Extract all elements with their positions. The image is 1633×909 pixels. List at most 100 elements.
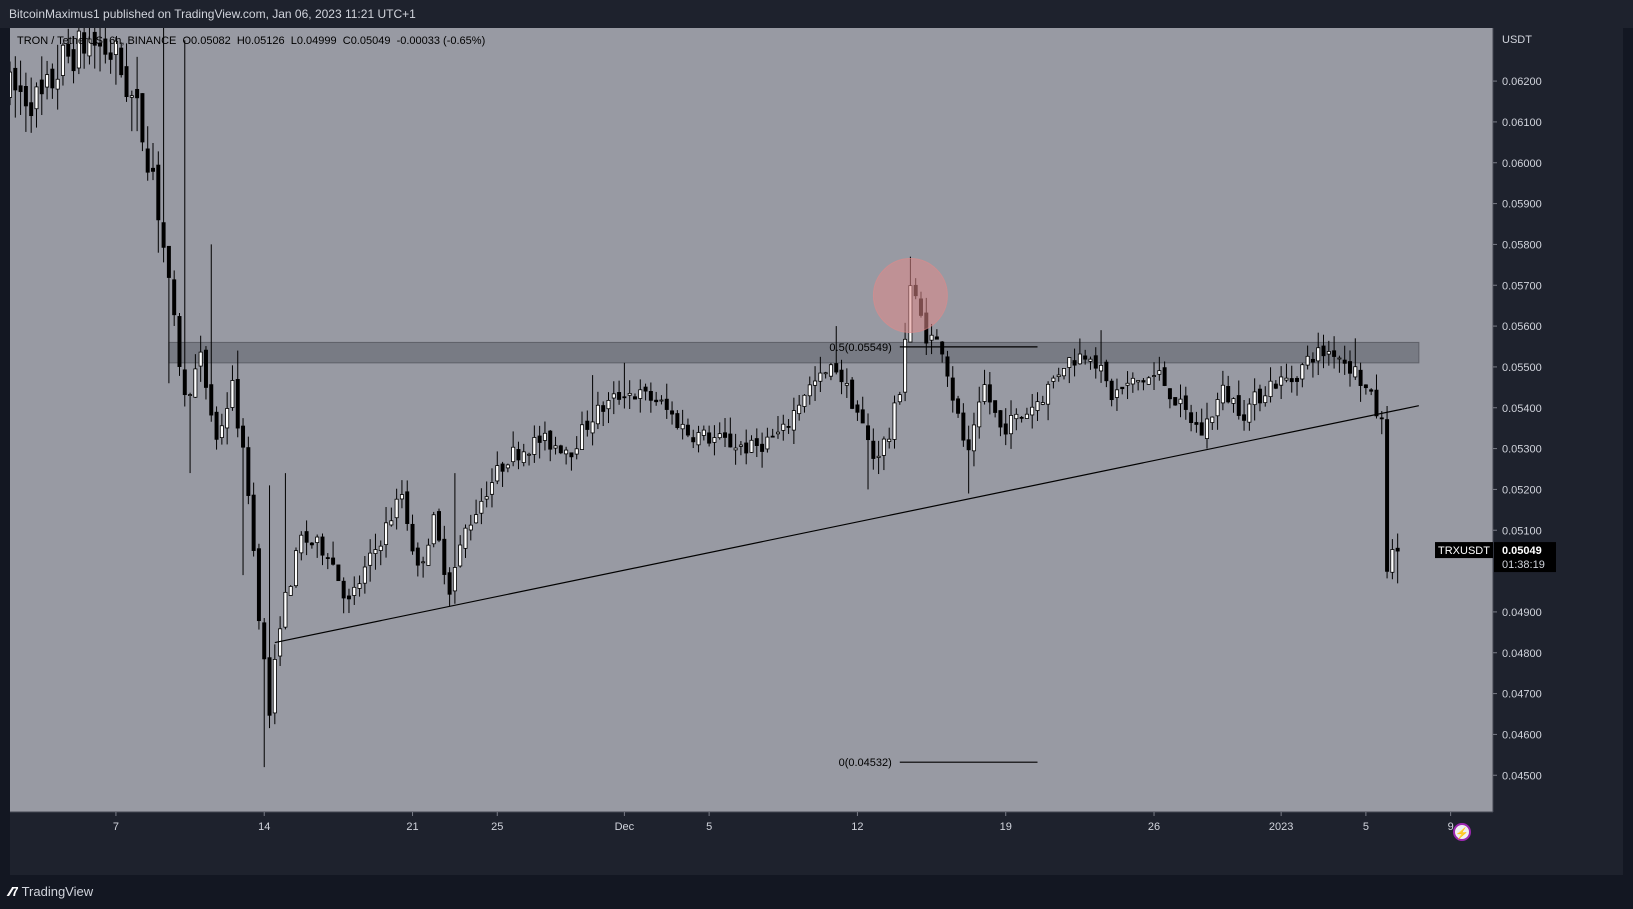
x-tick-label-4: Dec (615, 821, 635, 833)
candle-body-121 (648, 390, 653, 401)
footer-bar: ⁄⁄7 TradingView (0, 875, 1633, 909)
candle-body-251 (1337, 357, 1342, 360)
x-tick-label-10: 5 (1363, 821, 1369, 833)
candle-body-212 (1130, 377, 1135, 385)
candle-body-12 (71, 49, 76, 72)
candle-body-38 (209, 384, 214, 416)
candle-body-16 (92, 31, 97, 46)
candle-body-203 (1083, 355, 1088, 360)
candle-body-15 (87, 38, 92, 57)
candle-body-73 (394, 498, 399, 519)
candle-body-102 (548, 430, 553, 450)
candle-body-163 (871, 440, 876, 459)
candle-body-22 (124, 66, 129, 97)
candle-body-228 (1215, 399, 1220, 417)
candle-body-147 (786, 426, 791, 428)
candle-body-34 (188, 394, 193, 396)
symbol-label-bg (1435, 542, 1493, 559)
candle-body-48 (262, 622, 267, 660)
candle-body-219 (1167, 388, 1172, 400)
candle-body-50 (272, 659, 277, 714)
candle-body-208 (1109, 380, 1114, 401)
y-tick-label-9: 0.05300 (1502, 444, 1542, 456)
candle-body-42 (230, 380, 235, 408)
candle-body-130 (696, 432, 701, 446)
candle-body-207 (1104, 361, 1109, 382)
candle-body-144 (770, 435, 775, 438)
candle-body-217 (1157, 370, 1162, 375)
candle-body-187 (998, 410, 1003, 428)
y-tick-label-5: 0.05700 (1502, 280, 1542, 292)
candle-body-181 (966, 439, 971, 451)
candle-body-175 (934, 336, 939, 340)
candle-body-17 (98, 42, 103, 47)
candle-body-209 (1114, 389, 1119, 398)
candle-body-233 (1242, 414, 1247, 421)
candle-body-133 (712, 437, 717, 443)
highlight-circle (872, 257, 948, 333)
price-chart[interactable]: 0.5(0.05549) 0(0.04532) USDT 0.06200 0.06100… (10, 28, 1623, 875)
candle-body-237 (1263, 395, 1268, 404)
candle-body-81 (437, 511, 441, 541)
candle-body-36 (198, 351, 203, 367)
candle-body-127 (680, 423, 685, 430)
candle-body-95 (511, 446, 516, 463)
candle-body-199 (1062, 368, 1066, 377)
candle-body-86 (463, 527, 468, 549)
chart-frame[interactable]: 0.5(0.05549) 0(0.04532) USDT 0.06200 0.06100… (10, 28, 1623, 875)
tradingview-brand[interactable]: ⁄⁄7 TradingView (9, 884, 93, 899)
candle-body-193 (1030, 406, 1035, 416)
candle-body-21 (119, 47, 124, 76)
candle-body-80 (431, 514, 436, 545)
candle-body-94 (505, 464, 510, 469)
candle-body-252 (1342, 359, 1347, 364)
candle-body-52 (283, 591, 288, 628)
candle-body-66 (357, 583, 362, 589)
candle-body-138 (738, 444, 743, 447)
candle-body-176 (940, 341, 945, 355)
y-tick-label-7: 0.05500 (1502, 362, 1542, 374)
x-tick-label-1: 14 (258, 821, 270, 833)
candle-body-150 (802, 394, 807, 407)
candle-body-112 (601, 405, 606, 412)
candle-body-218 (1162, 367, 1167, 386)
candle-body-250 (1332, 350, 1337, 357)
candle-body-84 (452, 567, 457, 592)
candle-body-256 (1363, 384, 1368, 389)
candle-body-145 (775, 431, 780, 435)
candle-body-101 (542, 432, 547, 441)
candle-body-45 (246, 447, 251, 496)
candle-body-7 (45, 74, 50, 88)
candle-body-249 (1326, 351, 1331, 355)
candle-body-167 (892, 402, 897, 440)
candle-body-200 (1067, 357, 1072, 368)
candle-body-162 (866, 425, 871, 441)
candle-body-202 (1077, 353, 1082, 365)
candle-body-223 (1189, 412, 1194, 424)
legend-l-value: 0.04999 (297, 35, 337, 47)
candle-body-159 (850, 379, 855, 409)
legend-o-value: 0.05082 (191, 35, 231, 47)
symbol-label: TRXUSDT (1438, 545, 1490, 557)
candle-body-141 (754, 438, 759, 446)
legend-c-value: 0.05049 (351, 35, 391, 47)
x-tick-label-2: 21 (406, 821, 418, 833)
lightning-icon[interactable]: ⚡ (1453, 823, 1471, 841)
ohlc-legend: TRON / TetherUS, 6h, BINANCE O0.05082 H0… (17, 35, 485, 47)
candle-body-190 (1014, 413, 1019, 420)
candle-body-134 (717, 433, 722, 439)
candle-body-74 (399, 494, 404, 500)
candle-body-142 (760, 443, 765, 452)
candle-body-254 (1353, 366, 1358, 378)
price-label-bg (1494, 542, 1556, 573)
candle-body-215 (1146, 377, 1151, 385)
candle-body-260 (1385, 419, 1390, 572)
candle-body-247 (1316, 347, 1321, 362)
candle-body-222 (1183, 395, 1188, 410)
brand-label: TradingView (21, 884, 94, 899)
candle-body-238 (1268, 380, 1273, 398)
candle-body-240 (1279, 376, 1284, 386)
legend-pair: TRON / TetherUS, 6h, BINANCE (17, 35, 176, 47)
x-tick-label-7: 19 (1000, 821, 1012, 833)
candle-body-106 (569, 452, 574, 458)
